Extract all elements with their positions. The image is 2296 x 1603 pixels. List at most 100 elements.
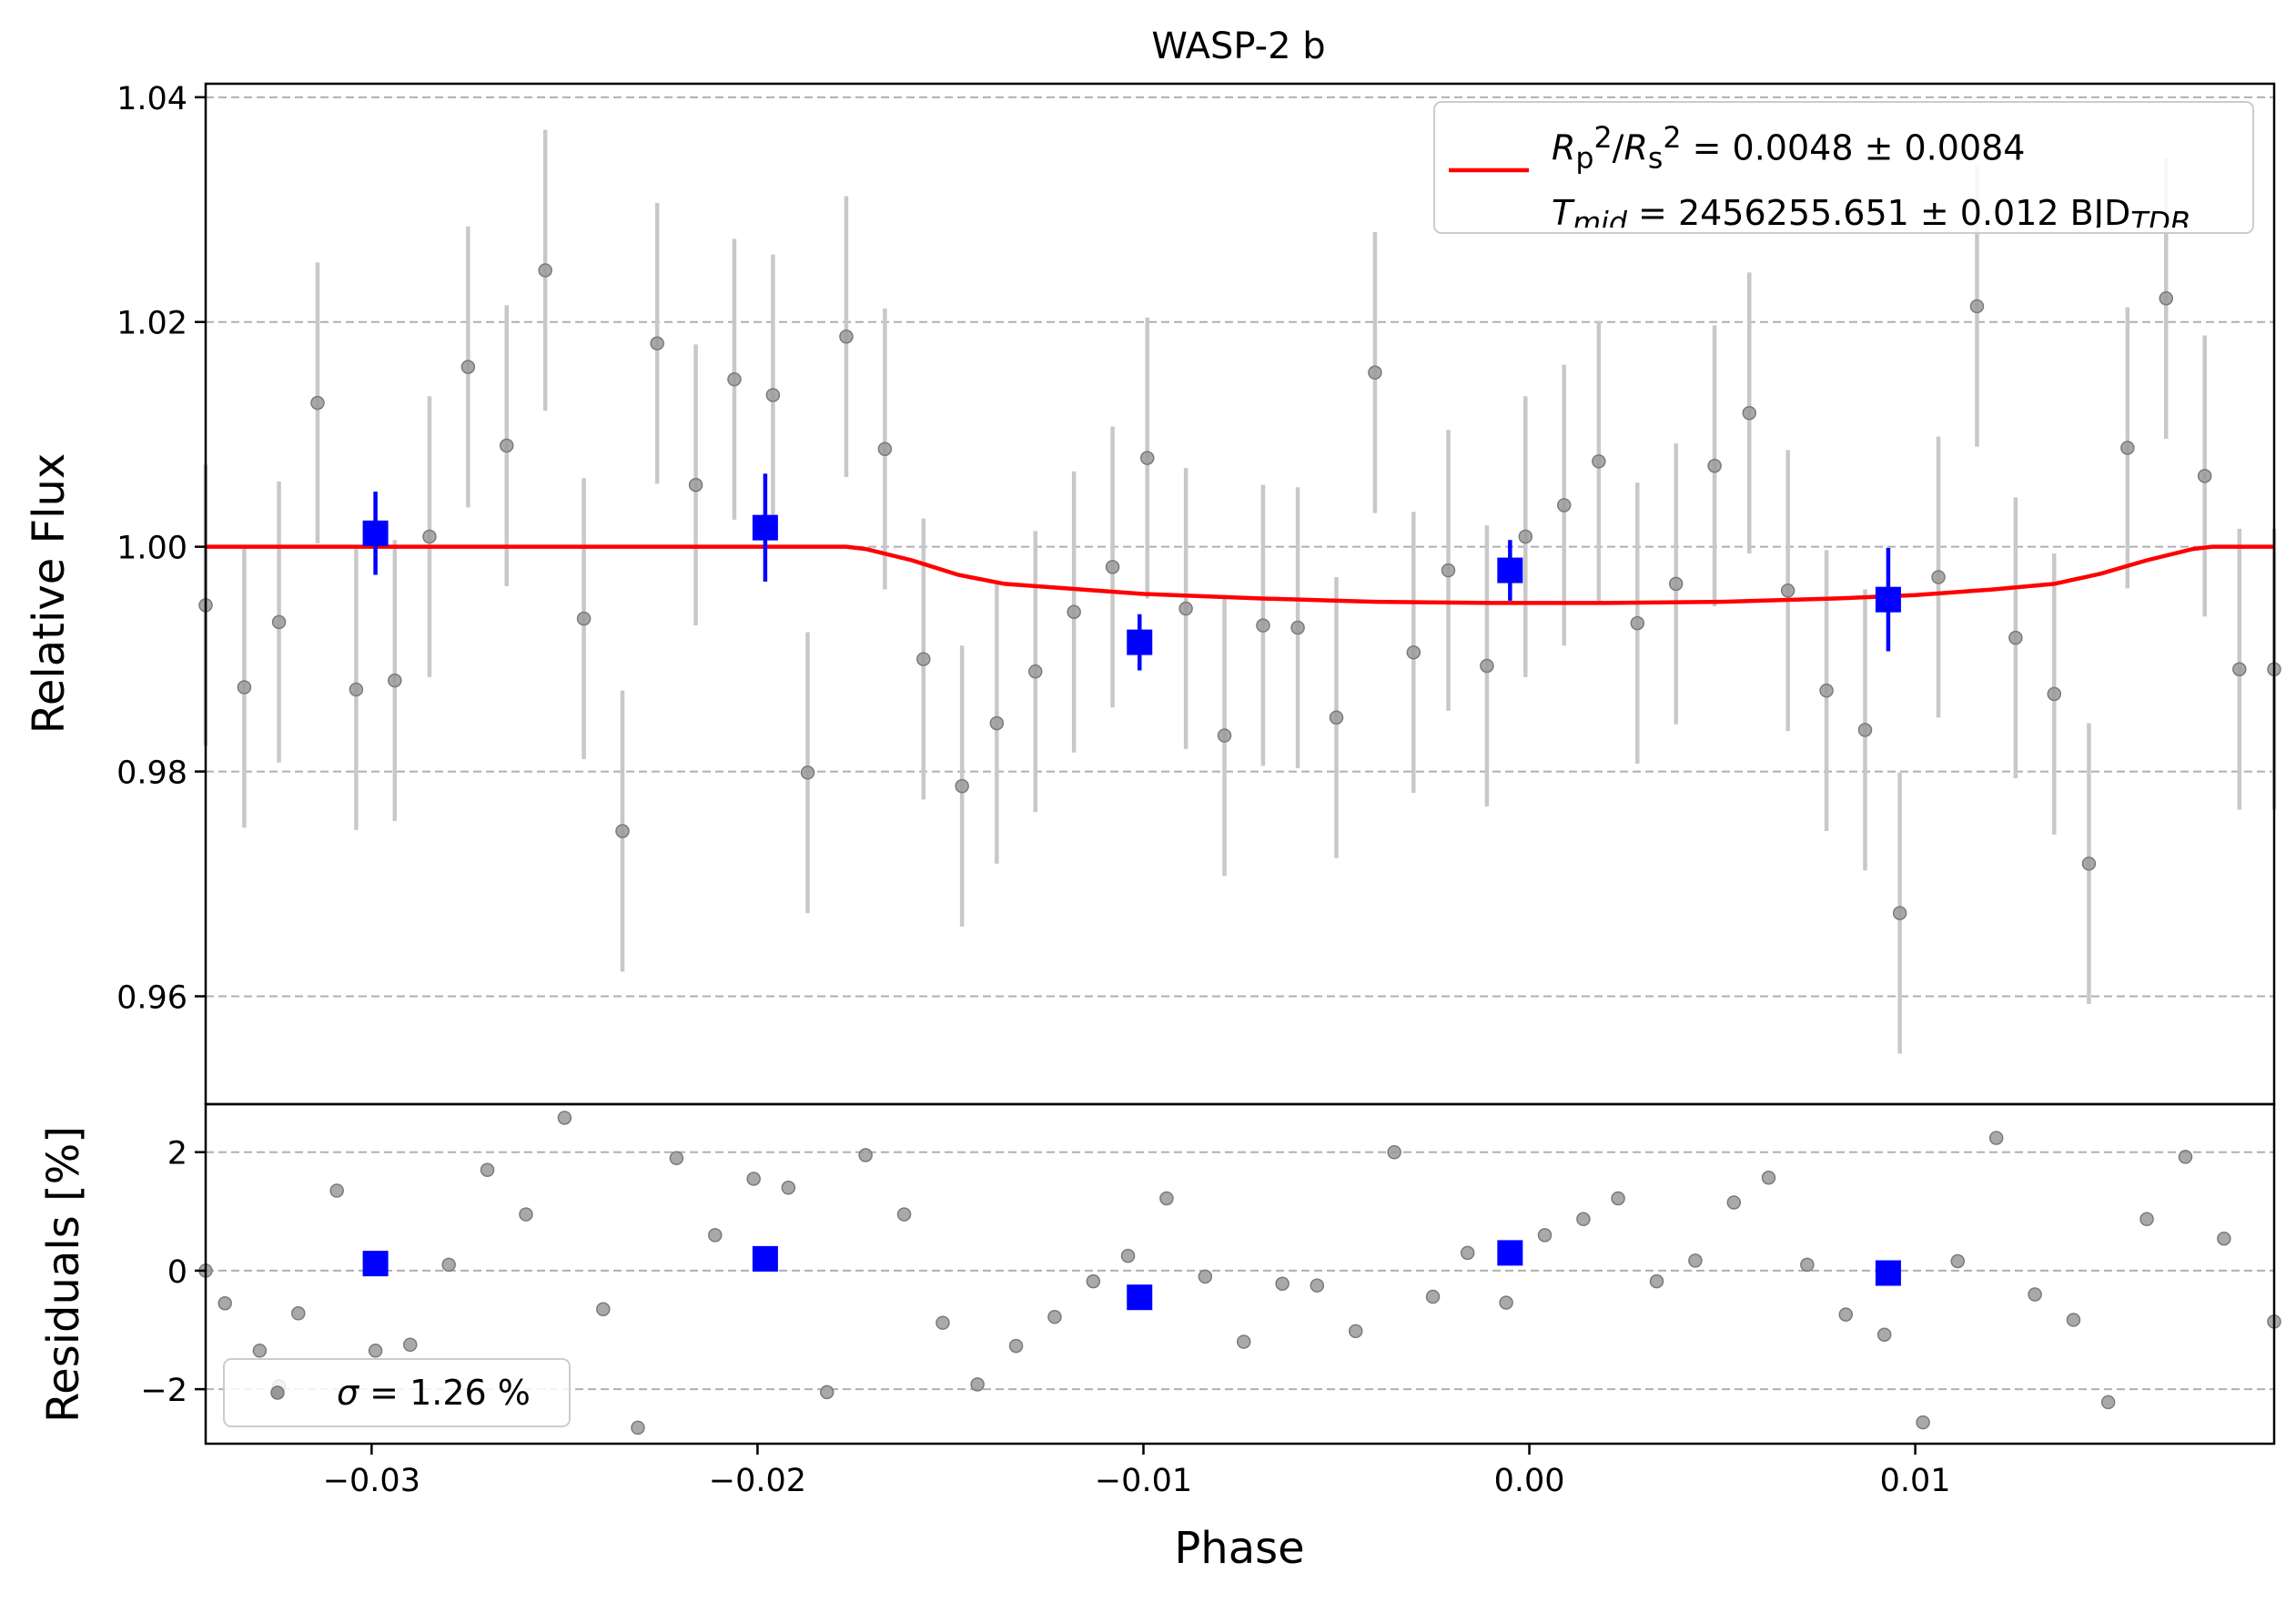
residuals-data-point	[1008, 1338, 1024, 1354]
residuals-data-point	[1838, 1307, 1854, 1322]
legend-sigma-label: σ = 1.26 %	[337, 1373, 531, 1413]
flux-data-point	[650, 336, 664, 350]
residuals-binned-points	[362, 1240, 1901, 1311]
residuals-data-point	[329, 1183, 344, 1198]
flux-data-point	[1518, 529, 1533, 544]
residuals-data-point	[217, 1295, 232, 1311]
residuals-data-point	[1611, 1191, 1625, 1206]
flux-data-point	[576, 611, 592, 626]
flux-data-point	[765, 388, 781, 402]
chart-title: WASP-2 b	[1151, 25, 1325, 67]
flux-data-point	[2232, 662, 2247, 676]
residuals-data-point	[2178, 1150, 2193, 1164]
residuals-data-point	[2066, 1313, 2081, 1327]
flux-data-point	[1630, 615, 1645, 631]
residuals-data-point	[1800, 1257, 1815, 1273]
x-tick-label: 0.01	[1880, 1463, 1951, 1499]
flux-data-point	[2197, 469, 2212, 483]
flux-data-point	[500, 438, 514, 453]
residuals-data-point	[708, 1228, 723, 1243]
flux-data-point	[1139, 451, 1155, 465]
residuals-data-point	[1275, 1276, 1290, 1291]
residuals-data-point	[2217, 1232, 2231, 1246]
flux-data-point	[1742, 405, 1757, 421]
residuals-data-point	[403, 1337, 418, 1353]
flux-data-point	[688, 477, 703, 492]
flux-data-point	[1969, 299, 1985, 314]
flux-data-point	[955, 778, 969, 794]
flux-data-point	[2159, 291, 2174, 306]
transit-model-line	[206, 544, 2274, 605]
residuals-panel-frame	[204, 1102, 2276, 1446]
residuals-data-point	[1576, 1212, 1591, 1227]
residuals-data-point	[1236, 1334, 1251, 1349]
residuals-y-axis-ticks: −2 0 2	[140, 1136, 206, 1409]
flux-data-point	[1290, 620, 1305, 635]
residuals-data-point	[936, 1315, 950, 1330]
flux-panel-frame	[204, 82, 2276, 1106]
flux-data-point	[310, 395, 325, 411]
residuals-y-axis-label: Residuals [%]	[38, 1126, 89, 1423]
flux-data-point	[422, 529, 437, 544]
residuals-y-tick-label: 2	[167, 1136, 187, 1172]
legend-tmid-label: Tmid = 2456255.651 ± 0.012 BJDTDB	[1552, 193, 2190, 228]
residuals-data-point	[1537, 1228, 1553, 1243]
flux-data-point	[1892, 906, 1907, 920]
flux-data-point	[460, 360, 476, 374]
residuals-data-point	[858, 1148, 873, 1162]
flux-data-point	[2120, 441, 2135, 455]
x-axis-label: Phase	[1174, 1523, 1304, 1574]
x-axis-ticks: −0.03 −0.02 −0.01 0.00 0.01	[323, 1444, 1951, 1499]
flux-data-point	[1256, 618, 1270, 633]
residuals-data-point	[896, 1207, 912, 1222]
flux-data-point	[1406, 644, 1421, 660]
flux-binned-point	[1497, 557, 1523, 583]
residuals-panel: −2 0 2 −0.03 −0.02 −0.01 0.00 0.01 Residuals […	[38, 1102, 2281, 1574]
flux-data-point	[1329, 710, 1344, 725]
residuals-data-point	[1916, 1415, 1930, 1430]
residuals-data-point	[368, 1344, 383, 1358]
flux-y-tick-label: 0.98	[116, 756, 187, 792]
x-tick-label: −0.03	[323, 1463, 420, 1499]
residuals-data-point	[1120, 1248, 1136, 1263]
flux-legend-box	[1433, 101, 2254, 234]
residuals-data-point	[1425, 1289, 1441, 1304]
flux-data-point	[1819, 683, 1834, 698]
residuals-data-point	[1348, 1324, 1363, 1339]
residuals-data-point	[1387, 1144, 1401, 1160]
residuals-data-point	[819, 1385, 834, 1400]
flux-data-point	[615, 824, 630, 838]
flux-data-point	[2008, 630, 2023, 645]
residuals-data-point	[596, 1302, 611, 1316]
residuals-data-point	[1876, 1327, 1892, 1342]
flux-data-point	[349, 682, 364, 697]
residuals-data-point	[746, 1172, 761, 1186]
residuals-data-point	[1649, 1273, 1664, 1289]
flux-y-tick-label: 0.96	[116, 979, 187, 1016]
flux-data-point	[800, 766, 815, 780]
legend-depth-label: Rp2/Rs2 = 0.0048 ± 0.0084	[1552, 122, 2026, 176]
residuals-binned-point	[1127, 1284, 1153, 1311]
flux-data-point	[1368, 365, 1382, 380]
residuals-data-point	[2100, 1395, 2116, 1410]
flux-panel: 0.96 0.98 1.00 1.02 1.04 Relative Flux Rp2/R…	[24, 81, 2281, 1106]
residuals-legend: σ = 1.26 %	[223, 1358, 571, 1427]
flux-data-point	[388, 673, 402, 688]
x-tick-label: −0.01	[1095, 1463, 1192, 1499]
flux-data-point	[1592, 454, 1606, 469]
flux-y-tick-label: 1.04	[116, 81, 187, 117]
residuals-legend-box	[223, 1358, 571, 1427]
flux-data-point	[271, 614, 287, 630]
flux-data-point	[989, 715, 1005, 731]
flux-binned-point	[1875, 586, 1901, 613]
residuals-data-point	[781, 1181, 796, 1195]
flux-binned-point	[1127, 629, 1153, 655]
x-tick-label: 0.00	[1494, 1463, 1565, 1499]
residuals-data-point	[1988, 1131, 2004, 1145]
residuals-binned-point	[752, 1245, 778, 1272]
flux-y-axis-label: Relative Flux	[24, 453, 75, 735]
flux-data-point	[1556, 498, 1572, 512]
residuals-data-point	[1726, 1195, 1742, 1210]
residuals-data-point	[2139, 1212, 2154, 1227]
